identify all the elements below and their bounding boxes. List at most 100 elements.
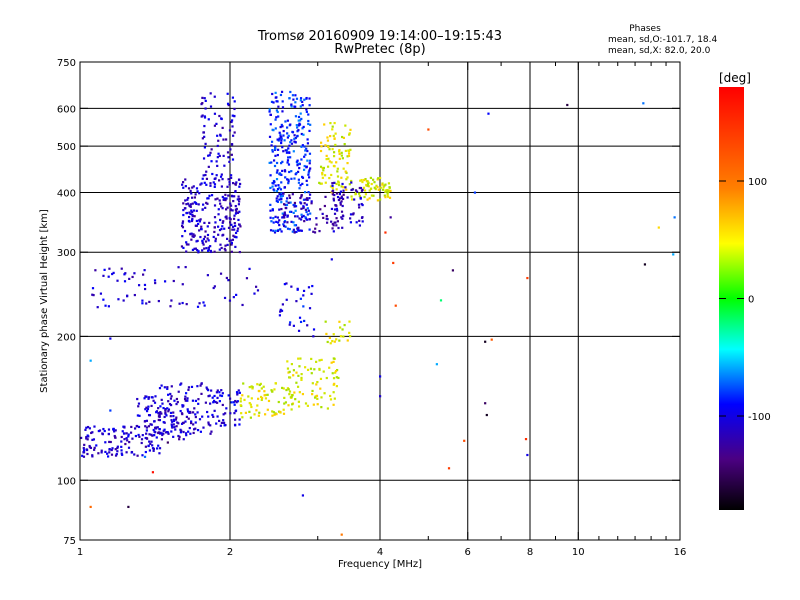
echo-point [220,117,223,120]
echo-point [383,194,386,197]
echo-point [311,382,314,385]
echo-point [319,208,322,211]
echo-point [275,100,278,103]
echo-point [219,243,222,246]
echo-point [279,310,282,313]
echo-point [473,191,477,194]
echo-point [308,176,311,179]
echo-point [361,180,364,184]
echo-point [104,450,107,454]
echo-point [204,401,207,404]
echo-point [191,399,195,402]
echo-point [157,418,160,422]
echo-point [181,283,184,286]
echo-point [101,432,104,435]
echo-point [145,395,148,398]
echo-point [231,225,235,228]
echo-point [218,391,221,394]
echo-point [160,438,164,441]
echo-point [181,404,184,407]
echo-point [189,232,192,236]
echo-point [194,415,197,419]
echo-point [301,100,304,103]
echo-point [327,145,330,149]
echo-point [299,119,302,122]
echo-point [484,340,487,343]
echo-point [293,215,297,218]
echo-point [301,215,304,219]
echo-point [226,92,229,95]
echo-point [328,160,331,163]
echo-point [307,113,310,116]
echo-point [147,405,150,408]
echo-point [213,230,216,234]
y-tick-label: 200 [57,332,76,343]
echo-point [310,200,313,203]
echo-point [157,299,160,303]
echo-point [210,250,213,254]
echo-point [347,154,351,158]
echo-point [358,206,361,209]
echo-point [278,223,281,227]
echo-point [338,149,341,152]
echo-point [285,203,289,207]
echo-point [215,174,218,177]
echo-point [216,144,219,148]
echo-point [305,218,309,221]
echo-point [243,398,246,402]
echo-point [322,216,325,219]
echo-point [199,183,202,186]
echo-point [167,432,170,435]
echo-point [209,424,212,427]
echo-point [207,395,210,398]
echo-point [221,221,224,224]
echo-point [289,201,292,204]
echo-point [216,396,219,399]
echo-point [392,261,395,265]
echo-point [295,230,298,233]
echo-point [287,182,290,185]
echo-point [349,221,353,224]
echo-point [205,386,208,389]
echo-point [326,218,329,221]
echo-point [269,229,273,232]
echo-point [298,391,301,394]
echo-point [150,423,153,426]
echo-point [340,210,344,213]
echo-point [191,202,194,205]
echo-point [290,362,293,366]
echo-point [187,187,191,190]
echo-point [227,194,230,197]
echo-point [91,431,94,434]
echo-point [293,177,296,180]
echo-point [284,120,287,123]
echo-point [192,185,195,188]
echo-point [248,386,251,389]
echo-point [310,202,313,205]
echo-point [91,438,94,442]
echo-point [306,149,309,153]
echo-point [329,185,333,188]
echo-point [344,149,347,152]
echo-point [150,433,153,436]
echo-point [282,387,285,390]
echo-point [332,230,335,233]
echo-point [333,193,336,197]
echo-point [280,230,283,233]
echo-point [276,153,279,157]
echo-point [177,422,180,425]
echo-point [329,342,332,345]
echo-point [218,154,221,158]
echo-point [156,447,159,450]
echo-point [157,412,160,415]
echo-point [202,157,206,160]
echo-point [208,154,211,157]
echo-point [140,441,143,445]
echo-point [346,176,349,179]
echo-point [133,272,136,275]
echo-point [241,303,244,307]
echo-point [230,241,233,245]
echo-point [332,134,335,137]
echo-point [388,196,392,199]
echo-point [281,216,284,219]
